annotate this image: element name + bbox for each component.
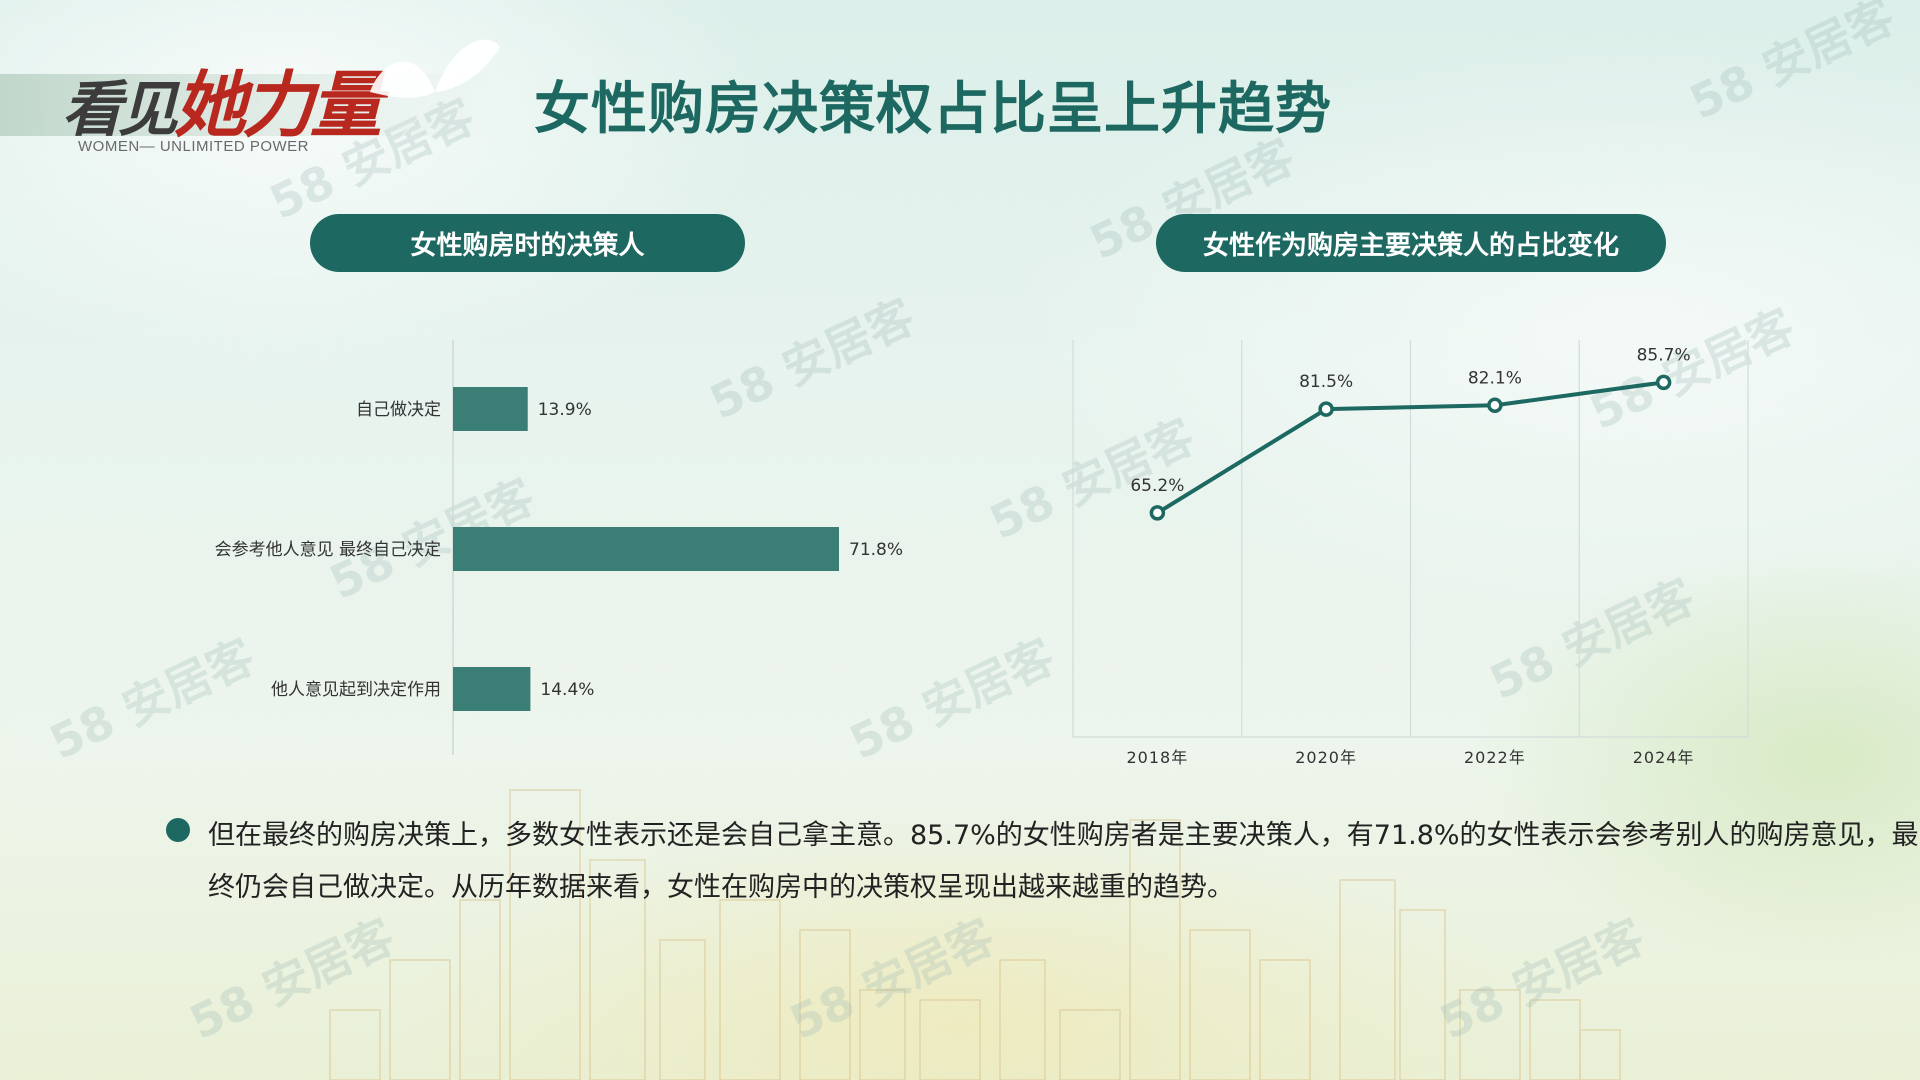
butterfly-icon	[370, 39, 500, 137]
summary-text: 但在最终的购房决策上，多数女性表示还是会自己拿主意。85.7%的女性购房者是主要…	[208, 820, 1919, 903]
line-value-label: 81.5%	[1299, 372, 1353, 392]
bar-category-label: 会参考他人意见 最终自己决定	[215, 540, 441, 560]
bar-category-label: 自己做决定	[356, 400, 441, 420]
logo-subtitle: WOMEN— UNLIMITED POWER	[78, 138, 309, 155]
logo-wordmark: 看见她力量	[62, 46, 382, 151]
bar-1	[453, 387, 528, 431]
line-x-tick-label: 2018年	[1127, 748, 1189, 767]
page-title: 女性购房决策权占比呈上升趋势	[534, 77, 1332, 142]
line-x-tick-label: 2022年	[1464, 748, 1526, 767]
line-point-4	[1655, 374, 1672, 391]
bar-value-label: 14.4%	[540, 680, 594, 700]
logo-text-part2: 她力量	[174, 62, 382, 147]
line-value-label: 82.1%	[1468, 368, 1522, 388]
line-point-3	[1487, 397, 1503, 414]
line-value-label: 85.7%	[1637, 345, 1691, 365]
bar-2	[453, 527, 839, 571]
right-chart-title-pill: 女性作为购房主要决策人的占比变化	[1156, 214, 1666, 272]
bar-value-label: 71.8%	[849, 540, 903, 560]
line-value-label: 65.2%	[1130, 476, 1184, 496]
left-chart-title-pill: 女性购房时的决策人	[310, 214, 745, 272]
bullet-dot-icon	[166, 818, 190, 842]
line-x-tick-label: 2020年	[1295, 748, 1357, 767]
line-point-2	[1318, 401, 1334, 417]
bar-value-label: 13.9%	[538, 400, 592, 420]
bar-3	[453, 667, 531, 711]
line-point-1	[1149, 505, 1166, 521]
bar-category-label: 他人意见起到决定作用	[271, 680, 441, 700]
logo-text-part1: 看见	[62, 75, 178, 145]
line-series	[1156, 380, 1664, 515]
line-x-tick-label: 2024年	[1633, 748, 1695, 767]
